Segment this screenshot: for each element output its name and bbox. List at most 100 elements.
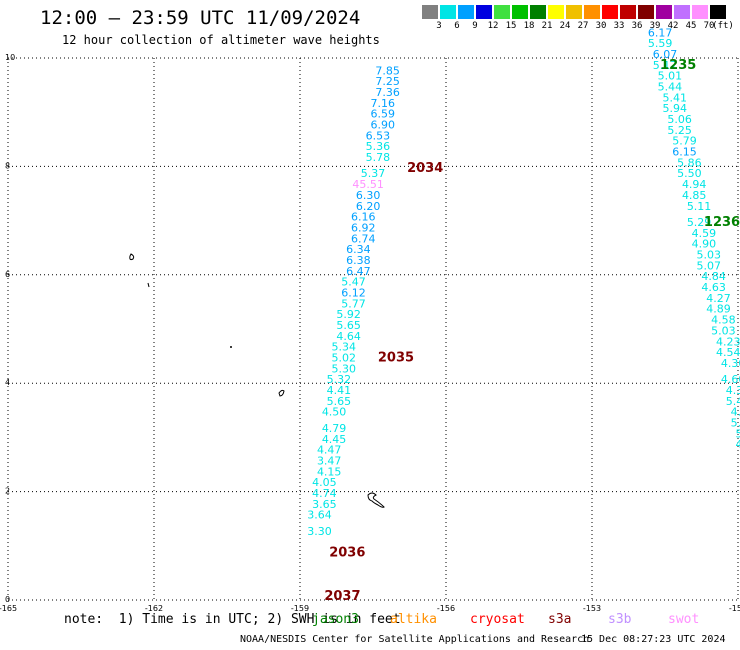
wave-height-value: 5.92 [336, 308, 361, 321]
wave-height-value: 3.64 [307, 509, 332, 522]
x-tick-label: -150 [729, 604, 740, 613]
y-tick-label: 2 [5, 487, 10, 496]
pass-time-label: 2036 [329, 546, 365, 561]
scale-label: 42 [667, 21, 679, 31]
wave-height-value: 5.02 [332, 352, 357, 365]
scale-swatch [440, 5, 456, 19]
scale-label: 39 [649, 21, 661, 31]
pass-time-label: 1235 [660, 58, 696, 73]
wave-height-value: 5.94 [662, 102, 687, 115]
wave-height-value: 4.89 [706, 303, 731, 316]
data-points: 7.857.257.367.166.596.906.535.365.78 5.37… [307, 26, 740, 538]
island-outline [278, 389, 285, 397]
y-tick-label: 0 [5, 595, 10, 604]
satellite-legend-item: jason3 [312, 612, 359, 627]
scale-label: 45 [685, 21, 697, 31]
scale-label: 15 [505, 21, 517, 31]
wave-height-value: 5.11 [687, 200, 712, 213]
island-outline [129, 253, 135, 261]
x-tick-label: -153 [583, 604, 601, 613]
axis-ticks: -165 -162 -159 -156 -153 -150 0 2 4 6 8 10 [0, 53, 740, 613]
wave-height-value: 5.41 [662, 91, 687, 104]
scale-swatch [656, 5, 672, 19]
scale-swatch [566, 5, 582, 19]
wave-height-value: 5.40 [726, 395, 740, 408]
scale-swatch [422, 5, 438, 19]
wave-height-value: 4.45 [322, 433, 347, 446]
scale-label: 70 [703, 21, 715, 31]
island-outline [367, 492, 385, 508]
wave-height-value: 5.32 [327, 373, 352, 386]
footer-timestamp: 15 Dec 08:27:23 UTC 2024 [581, 634, 726, 645]
y-tick-label: 8 [5, 161, 10, 170]
scale-swatch [476, 5, 492, 19]
wave-height-value: 6.34 [346, 243, 371, 256]
satellite-legend-item: swot [668, 612, 700, 627]
scale-label: 21 [541, 21, 553, 31]
wave-height-value: 4.71 [735, 438, 740, 451]
wave-height-value: 5.78 [366, 151, 391, 164]
scale-label: 30 [595, 21, 607, 31]
wave-height-value: 5.29 [687, 216, 712, 229]
wave-height-value: 4.58 [711, 314, 736, 327]
wave-height-value: 7.85 [375, 64, 400, 77]
scale-unit: (ft) [712, 21, 734, 31]
x-tick-label: -156 [437, 604, 455, 613]
wave-height-value: 5.05 [731, 417, 740, 430]
page-title: 12:00 – 23:59 UTC 11/09/2024 [40, 7, 361, 29]
page-subtitle: 12 hour collection of altimeter wave hei… [62, 33, 380, 47]
wave-height-value: 4.15 [317, 465, 342, 478]
scale-swatch [584, 5, 600, 19]
y-tick-label: 6 [5, 270, 10, 279]
wave-height-value: 4.85 [682, 189, 707, 202]
scale-swatch [530, 5, 546, 19]
wave-height-value: 45.51 [352, 178, 384, 191]
wave-height-value: 6.30 [356, 189, 381, 202]
wave-height-value: 5.59 [648, 37, 673, 50]
wave-height-value: 5.30 [332, 362, 357, 375]
satellite-legend-item: altika [390, 612, 437, 627]
scale-swatch [620, 5, 636, 19]
footer-note: note: 1) Time is in UTC; 2) SWH is in fe… [64, 612, 401, 627]
satellite-legend-item: s3b [608, 612, 632, 627]
x-tick-label: -165 [0, 604, 17, 613]
scale-swatch [548, 5, 564, 19]
footer-credit: NOAA/NESDIS Center for Satellite Applica… [240, 634, 590, 645]
wave-height-value: 5.47 [341, 276, 366, 289]
wave-height-value: 6.47 [346, 265, 371, 278]
wave-height-value: 3.30 [307, 525, 332, 538]
wave-height-value: 5.65 [735, 427, 740, 440]
wave-height-value: 4.54 [716, 346, 740, 359]
wave-height-value: 5.36 [366, 140, 391, 153]
wave-height-value: 5.77 [341, 297, 366, 310]
island-outline [147, 282, 150, 288]
scale-label: 27 [577, 21, 589, 31]
wave-height-value: 6.16 [351, 211, 376, 224]
wave-height-value: 4.60 [721, 373, 740, 386]
pass-time-label: 2035 [378, 351, 414, 366]
scale-swatch [458, 5, 474, 19]
wave-height-value: 7.25 [375, 75, 400, 88]
island-outline [230, 346, 232, 348]
wave-height-value: 5.06 [667, 113, 692, 126]
scale-label: 9 [472, 21, 478, 31]
wave-height-value: 4.63 [701, 281, 726, 294]
wave-height-value: 5.86 [677, 156, 702, 169]
wave-height-value: 5.25 [667, 124, 692, 137]
wave-height-value: 4.42 [731, 406, 740, 419]
grid-lines [7, 57, 739, 601]
wave-height-value: 6.12 [341, 286, 366, 299]
satellite-legend-item: s3a [548, 612, 572, 627]
wave-height-value: 4.50 [322, 406, 347, 419]
pass-time-label: 1236 [704, 215, 740, 230]
wave-height-value: 5.37 [361, 167, 386, 180]
wave-height-value: 5.79 [672, 135, 697, 148]
scale-swatch [602, 5, 618, 19]
island-outlines [129, 253, 385, 508]
scale-label: 36 [631, 21, 643, 31]
scale-label: 12 [487, 21, 499, 31]
scale-label: 3 [436, 21, 442, 31]
wave-height-value: 4.36 [726, 384, 740, 397]
wave-height-value: 4.79 [322, 422, 347, 435]
